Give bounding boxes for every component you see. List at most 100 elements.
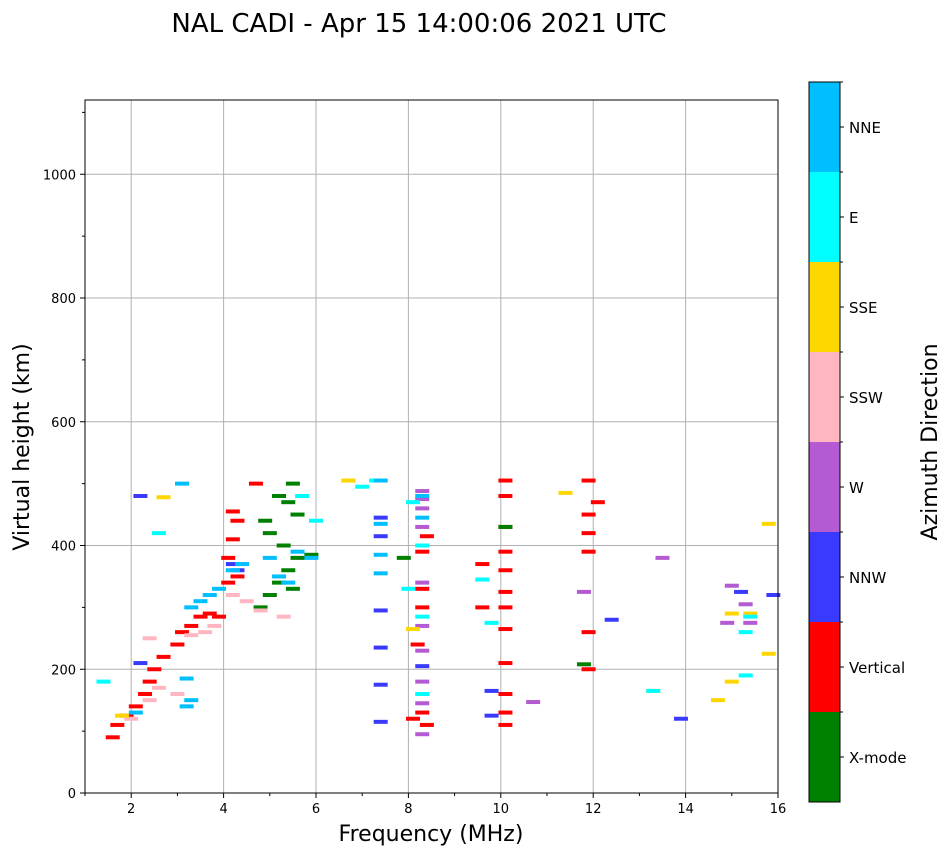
echo-point [138, 692, 153, 696]
x-axis-ticks: 2 4 6 8 10 12 14 16 [84, 793, 786, 817]
echo-point [498, 722, 513, 727]
echo-point [225, 509, 240, 514]
echo-point [373, 534, 388, 539]
series-w [415, 489, 758, 737]
echo-point [151, 685, 166, 690]
colorbar-label: Azimuth Direction [918, 343, 943, 540]
echo-point [498, 549, 513, 554]
colorbar-tick-label: SSE [849, 299, 878, 317]
echo-point [211, 586, 226, 591]
echo-point [235, 562, 250, 567]
echo-point [355, 484, 370, 489]
echo-point [253, 608, 268, 613]
y-tick-label: 600 [51, 416, 76, 431]
echo-point [276, 543, 291, 548]
echo-point [207, 623, 222, 628]
echo-point [179, 704, 194, 709]
echo-point [484, 688, 499, 693]
echo-point [581, 667, 596, 672]
echo-point [225, 568, 240, 573]
echo-point [156, 495, 171, 500]
echo-point [419, 534, 434, 539]
echo-point [198, 630, 213, 635]
echo-point [604, 617, 619, 622]
echo-point [281, 500, 296, 505]
echo-point [184, 623, 199, 628]
echo-point [202, 593, 217, 597]
echo-point [646, 688, 661, 693]
y-tick-label: 1000 [43, 168, 76, 183]
echo-point [193, 614, 208, 619]
y-tick-label: 400 [51, 540, 76, 555]
echo-point [133, 661, 148, 666]
y-axis-ticks: 0 200 400 600 800 1000 [43, 111, 85, 802]
echo-point [258, 518, 273, 523]
y-tick-label: 0 [68, 787, 76, 802]
y-axis-label: Virtual height (km) [10, 343, 35, 550]
echo-point [415, 543, 430, 548]
series-nne [128, 478, 430, 715]
echo-point [128, 710, 143, 715]
echo-point [415, 648, 430, 653]
echo-point [581, 531, 596, 536]
colorbar-segment [809, 82, 840, 172]
echo-point [761, 651, 776, 656]
echo-point [262, 531, 277, 536]
echo-point [295, 494, 310, 498]
echo-point [281, 568, 296, 573]
echo-point [175, 630, 190, 635]
echo-point [406, 627, 421, 632]
echo-point [225, 537, 240, 542]
echo-point [581, 630, 596, 635]
x-axis-label: Frequency (MHz) [339, 822, 524, 847]
data-marks [96, 478, 781, 740]
echo-point [373, 478, 388, 483]
x-tick-label: 10 [493, 802, 510, 817]
echo-point [230, 518, 245, 523]
series-ssw [124, 593, 291, 721]
echo-point [415, 524, 430, 529]
colorbar-segment [809, 532, 840, 622]
echo-point [415, 506, 430, 511]
colorbar-segment [809, 712, 840, 802]
echo-point [170, 692, 185, 696]
series-x-mode [253, 481, 591, 667]
series-e [96, 478, 758, 696]
echo-point [415, 605, 430, 610]
echo-point [309, 518, 323, 523]
echo-point [655, 555, 670, 560]
echo-point [281, 580, 296, 585]
echo-point [142, 698, 157, 703]
echo-point [498, 524, 513, 529]
colorbar-tick-label: SSW [849, 389, 883, 407]
echo-point [734, 589, 749, 594]
echo-point [590, 500, 605, 505]
echo-point [170, 642, 185, 647]
echo-point [225, 562, 240, 567]
echo-point [184, 633, 199, 638]
echo-point [147, 667, 162, 672]
echo-point [738, 602, 753, 607]
plot-background [85, 100, 778, 793]
colorbar-segment [809, 352, 840, 442]
echo-point [415, 489, 430, 494]
y-tick-label: 800 [51, 292, 76, 307]
echo-point [373, 521, 388, 526]
echo-point [276, 614, 291, 619]
echo-point [304, 555, 319, 560]
echo-point [743, 611, 758, 616]
echo-point [373, 682, 388, 687]
echo-point [415, 701, 430, 706]
echo-point [272, 574, 287, 579]
echo-point [710, 698, 725, 703]
echo-point [142, 636, 157, 641]
echo-point [738, 630, 753, 635]
x-tick-label: 8 [404, 802, 412, 817]
echo-point [304, 552, 319, 557]
echo-point [230, 574, 245, 579]
echo-point [156, 654, 171, 659]
x-tick-label: 4 [219, 802, 227, 817]
echo-point [272, 494, 287, 498]
echo-point [124, 716, 139, 721]
echo-point [419, 722, 434, 727]
